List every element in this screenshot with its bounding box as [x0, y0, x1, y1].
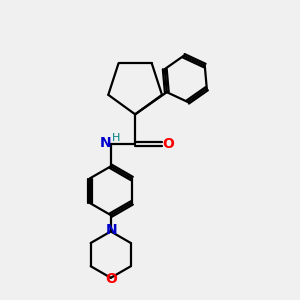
- Text: N: N: [100, 136, 111, 150]
- Text: H: H: [112, 133, 120, 142]
- Text: O: O: [163, 137, 174, 151]
- Text: N: N: [106, 223, 117, 237]
- Text: O: O: [105, 272, 117, 286]
